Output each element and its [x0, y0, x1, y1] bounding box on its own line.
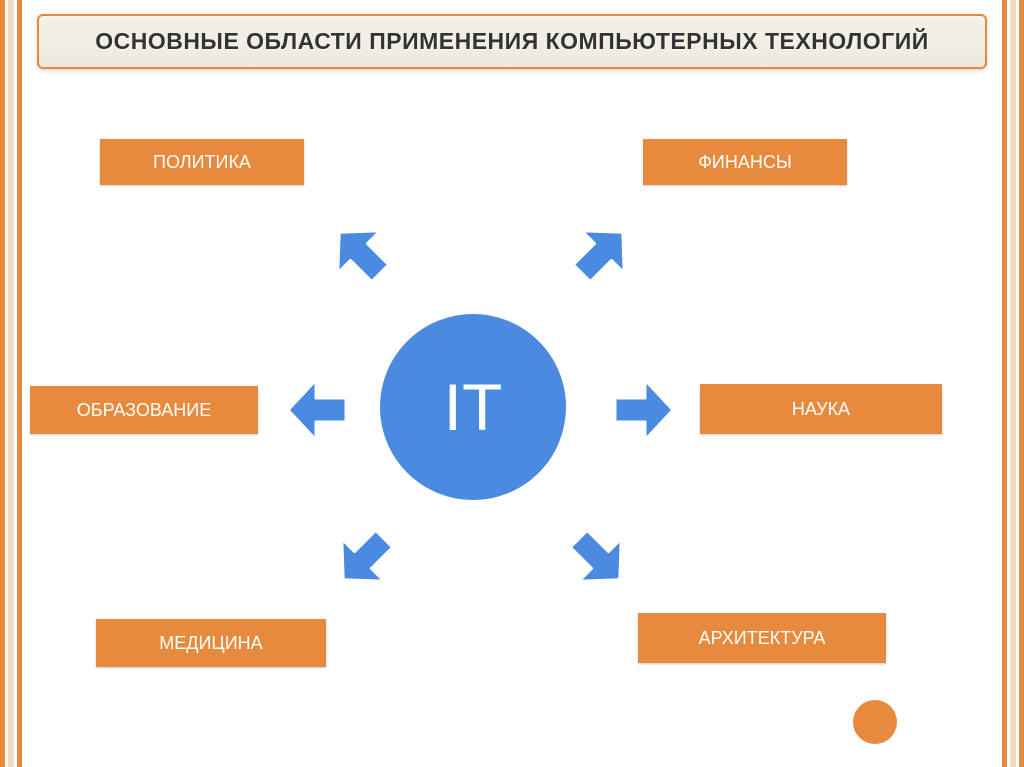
title-box: ОСНОВНЫЕ ОБЛАСТИ ПРИМЕНЕНИЯ КОМПЬЮТЕРНЫХ…: [37, 14, 987, 69]
arrow-education: [286, 365, 346, 455]
node-architecture: АРХИТЕКТУРА: [638, 613, 886, 663]
arrow-architecture: [547, 507, 653, 613]
accent-circle: [853, 700, 897, 744]
node-label-medicine: МЕДИЦИНА: [159, 633, 262, 654]
node-medicine: МЕДИЦИНА: [96, 619, 326, 667]
arrow-medicine: [310, 507, 416, 613]
center-node: IT: [376, 310, 570, 504]
arrow-politics: [306, 199, 412, 305]
side-stripe-right: [1002, 0, 1024, 767]
arrow-finance: [550, 199, 656, 305]
node-science: НАУКА: [700, 384, 942, 434]
node-label-science: НАУКА: [792, 399, 850, 420]
node-education: ОБРАЗОВАНИЕ: [30, 386, 258, 434]
center-label: IT: [444, 369, 503, 445]
node-finance: ФИНАНСЫ: [643, 139, 847, 185]
side-stripe-left: [0, 0, 22, 767]
node-label-education: ОБРАЗОВАНИЕ: [77, 400, 211, 421]
node-label-architecture: АРХИТЕКТУРА: [699, 628, 826, 649]
page-title: ОСНОВНЫЕ ОБЛАСТИ ПРИМЕНЕНИЯ КОМПЬЮТЕРНЫХ…: [59, 28, 965, 55]
node-label-finance: ФИНАНСЫ: [698, 152, 792, 173]
arrow-science: [615, 365, 675, 455]
node-politics: ПОЛИТИКА: [100, 139, 304, 185]
node-label-politics: ПОЛИТИКА: [153, 152, 251, 173]
